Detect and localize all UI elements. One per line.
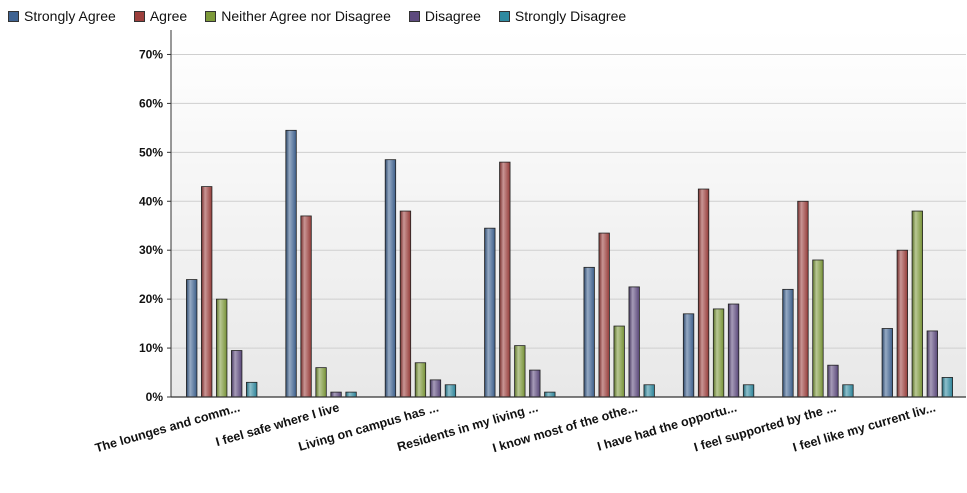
legend-item-strongly-agree: Strongly Agree [8, 8, 116, 24]
bar-disagree-7 [827, 364, 839, 398]
bar-strongly-disagree-2 [345, 391, 357, 398]
legend-label-strongly-agree: Strongly Agree [24, 8, 116, 24]
bar-strongly-disagree-5 [643, 384, 655, 398]
bar-neither-agree-nor-disagree-5 [613, 325, 625, 398]
y-tick-label: 60% [139, 96, 163, 110]
legend-label-neither: Neither Agree nor Disagree [221, 8, 391, 24]
legend-item-strongly-disagree: Strongly Disagree [498, 8, 627, 24]
bar-disagree-2 [330, 391, 342, 398]
bar-neither-agree-nor-disagree-1 [216, 298, 228, 398]
bar-strongly-agree-4 [484, 227, 496, 398]
y-tick-label: 50% [139, 145, 163, 159]
bar-strongly-disagree-4 [544, 391, 556, 398]
bar-strongly-disagree-8 [941, 377, 953, 398]
legend-swatch-neither [205, 10, 217, 22]
x-category-labels: The lounges and comm...I feel safe where… [93, 400, 937, 455]
legend-swatch-agree [133, 10, 145, 22]
legend-label-disagree: Disagree [424, 8, 481, 24]
bar-strongly-disagree-7 [842, 384, 854, 398]
bar-strongly-agree-6 [682, 313, 695, 398]
legend-item-neither: Neither Agree nor Disagree [205, 8, 391, 24]
bar-neither-agree-nor-disagree-8 [911, 210, 923, 398]
bar-strongly-agree-8 [881, 328, 893, 398]
bar-agree-8 [896, 249, 908, 398]
bar-disagree-4 [529, 369, 541, 398]
bar-neither-agree-nor-disagree-3 [414, 362, 427, 398]
y-tick-label: 0% [146, 390, 164, 404]
bar-strongly-agree-2 [285, 129, 297, 398]
y-tick-label: 20% [139, 292, 163, 306]
y-tick-label: 30% [139, 243, 163, 257]
y-tick-label: 10% [139, 341, 163, 355]
legend-label-agree: Agree [149, 8, 188, 24]
y-tick-label: 70% [139, 47, 163, 61]
bar-disagree-3 [429, 379, 442, 398]
bar-disagree-1 [231, 350, 243, 398]
bar-strongly-agree-7 [782, 288, 794, 398]
chart-legend: Strongly Agree Agree Neither Agree nor D… [8, 6, 644, 26]
legend-swatch-disagree [408, 10, 420, 22]
bar-agree-1 [201, 186, 213, 398]
bar-strongly-disagree-6 [742, 384, 755, 398]
y-tick-labels: 0% 10% 20% 30% 40% 50% 60% 70% [139, 47, 163, 404]
legend-swatch-strongly-disagree [498, 10, 510, 22]
legend-swatch-strongly-agree [8, 10, 19, 22]
bar-strongly-agree-5 [583, 266, 595, 398]
bar-disagree-6 [727, 303, 740, 398]
bar-agree-6 [697, 188, 710, 398]
bar-neither-agree-nor-disagree-6 [712, 308, 725, 398]
axes [170, 30, 966, 398]
bar-agree-3 [399, 210, 412, 398]
bar-strongly-disagree-1 [246, 381, 258, 398]
bar-agree-4 [499, 161, 511, 398]
legend-label-strongly-disagree: Strongly Disagree [514, 8, 627, 24]
bar-disagree-5 [628, 286, 640, 398]
bar-agree-5 [598, 232, 610, 398]
legend-item-disagree: Disagree [408, 8, 481, 24]
legend-item-agree: Agree [133, 8, 188, 24]
bar-neither-agree-nor-disagree-2 [315, 367, 327, 398]
bar-neither-agree-nor-disagree-4 [514, 345, 526, 398]
bar-neither-agree-nor-disagree-7 [812, 259, 824, 398]
bar-strongly-agree-1 [186, 279, 198, 398]
bar-agree-7 [797, 200, 809, 398]
bars [186, 129, 953, 398]
bar-disagree-8 [926, 330, 938, 398]
bar-strongly-agree-3 [384, 159, 397, 398]
y-tick-label: 40% [139, 194, 163, 208]
bar-agree-2 [300, 215, 312, 398]
bar-strongly-disagree-3 [444, 384, 457, 398]
